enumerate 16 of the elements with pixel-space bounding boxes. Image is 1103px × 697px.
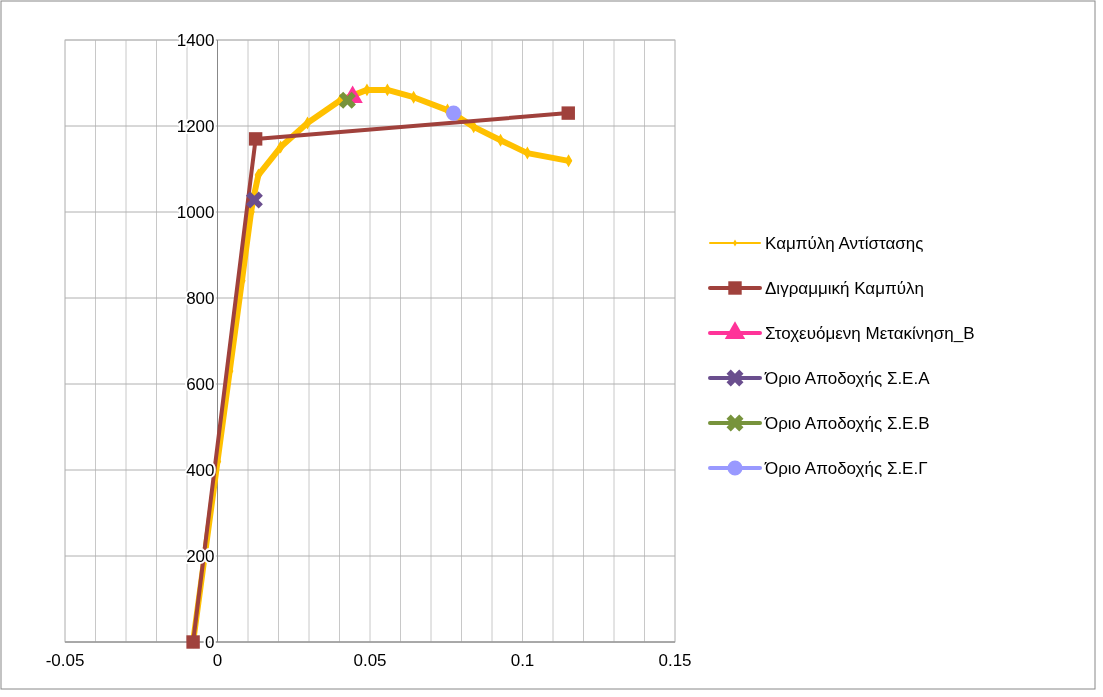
y-tick-label: 800: [186, 289, 215, 308]
y-tick-label: 1000: [176, 203, 215, 222]
x-tick-label: 0.05: [353, 651, 387, 670]
y-tick-label: 1200: [176, 117, 215, 136]
legend-label: Όριο Αποδοχής Σ.Ε.Γ: [764, 459, 928, 478]
legend-label: Στοχευόμενη Μετακίνηση_Β: [765, 324, 975, 343]
legend-label: Καμπύλη Αντίστασης: [765, 234, 924, 253]
x-tick-label: -0.05: [45, 651, 85, 670]
y-tick-label: 1400: [176, 31, 215, 50]
x-tick-label: 0.15: [658, 651, 692, 670]
y-tick-label: 600: [186, 375, 215, 394]
y-tick-label: 0: [205, 633, 215, 652]
legend-label: Όριο Αποδοχής Σ.Ε.Β: [764, 414, 930, 433]
legend-label: Διγραμμική Καμπύλη: [765, 279, 924, 298]
x-tick-label: 0.1: [510, 651, 535, 670]
legend-label: Όριο Αποδοχής Σ.Ε.Α: [764, 369, 931, 388]
